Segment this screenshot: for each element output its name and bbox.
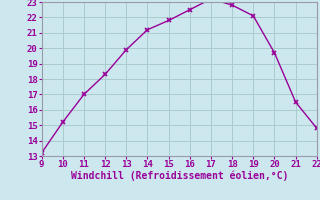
X-axis label: Windchill (Refroidissement éolien,°C): Windchill (Refroidissement éolien,°C) (70, 171, 288, 181)
